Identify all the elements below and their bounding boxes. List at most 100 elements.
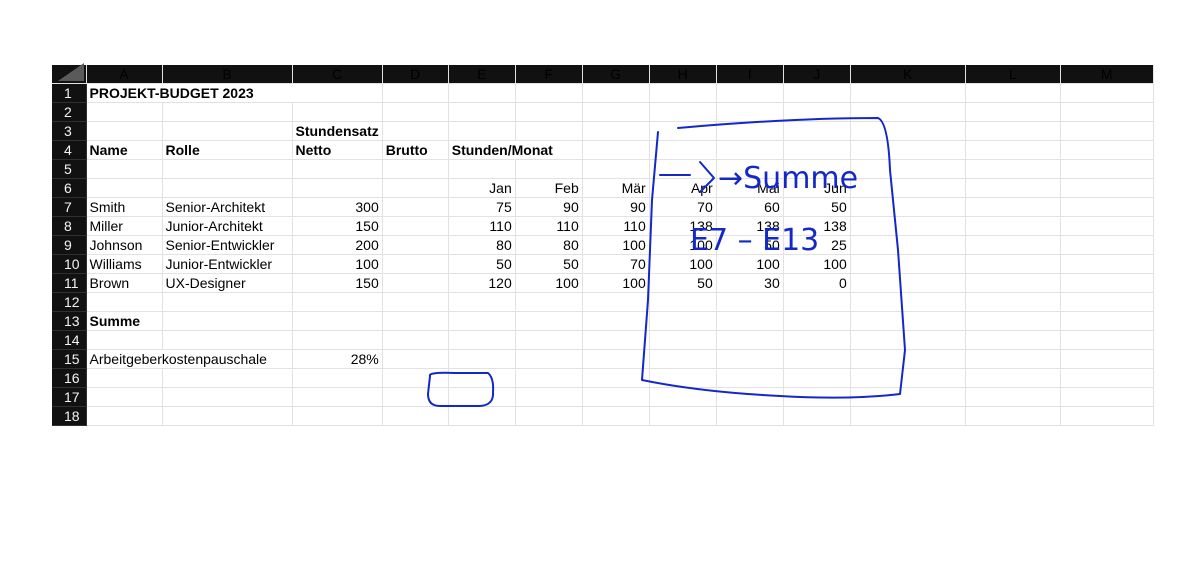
cell-h1[interactable] [649,83,717,103]
cell-d5[interactable] [382,159,449,179]
cell-h18[interactable] [649,406,717,426]
cell-a15-pauschale-label[interactable]: Arbeitgeberkostenpauschale [86,349,293,369]
cell-d13[interactable] [382,311,449,331]
cell-f14[interactable] [515,330,583,350]
cell-e7-hours[interactable]: 75 [448,197,516,217]
column-header-d[interactable]: D [382,65,449,84]
cell-l17[interactable] [965,387,1061,407]
cell-d17[interactable] [382,387,449,407]
cell-k2[interactable] [850,102,966,122]
cell-j8-hours[interactable]: 138 [783,216,851,236]
cell-k9[interactable] [850,235,966,255]
cell-d14[interactable] [382,330,449,350]
cell-e17[interactable] [448,387,516,407]
cell-a9-name[interactable]: Johnson [86,235,163,255]
row-header-15[interactable]: 15 [52,349,87,369]
cell-e14[interactable] [448,330,516,350]
cell-f10-hours[interactable]: 50 [515,254,583,274]
cell-a7-name[interactable]: Smith [86,197,163,217]
cell-l15[interactable] [965,349,1061,369]
cell-l10[interactable] [965,254,1061,274]
cell-g18[interactable] [582,406,650,426]
row-header-7[interactable]: 7 [52,197,87,217]
cell-g17[interactable] [582,387,650,407]
cell-j6-month[interactable]: Jun [783,178,851,198]
cell-g11-hours[interactable]: 100 [582,273,650,293]
row-header-3[interactable]: 3 [52,121,87,141]
cell-l1[interactable] [965,83,1061,103]
cell-l2[interactable] [965,102,1061,122]
cell-j7-hours[interactable]: 50 [783,197,851,217]
cell-i8-hours[interactable]: 138 [716,216,784,236]
cell-f6-month[interactable]: Feb [515,178,583,198]
cell-i9-hours[interactable]: 50 [716,235,784,255]
cell-b14[interactable] [162,330,293,350]
cell-a10-name[interactable]: Williams [86,254,163,274]
cell-c9-rate[interactable]: 200 [292,235,383,255]
cell-b8-role[interactable]: Junior-Architekt [162,216,293,236]
cell-m18[interactable] [1060,406,1154,426]
cell-g5[interactable] [582,159,650,179]
cell-l6[interactable] [965,178,1061,198]
cell-l16[interactable] [965,368,1061,388]
cell-a6[interactable] [86,178,163,198]
cell-i7-hours[interactable]: 60 [716,197,784,217]
cell-l18[interactable] [965,406,1061,426]
cell-m13[interactable] [1060,311,1154,331]
cell-d10[interactable] [382,254,449,274]
column-header-a[interactable]: A [86,65,163,84]
cell-l14[interactable] [965,330,1061,350]
cell-d9[interactable] [382,235,449,255]
column-header-h[interactable]: H [649,65,717,84]
cell-i6-month[interactable]: Mai [716,178,784,198]
cell-j17[interactable] [783,387,851,407]
cell-h3[interactable] [649,121,717,141]
cell-e11-hours[interactable]: 120 [448,273,516,293]
column-header-b[interactable]: B [162,65,293,84]
cell-b17[interactable] [162,387,293,407]
cell-m5[interactable] [1060,159,1154,179]
cell-m10[interactable] [1060,254,1154,274]
cell-m1[interactable] [1060,83,1154,103]
cell-e1[interactable] [448,83,516,103]
cell-k16[interactable] [850,368,966,388]
cell-a16[interactable] [86,368,163,388]
cell-i2[interactable] [716,102,784,122]
cell-f12[interactable] [515,292,583,312]
cell-d8[interactable] [382,216,449,236]
cell-k12[interactable] [850,292,966,312]
cell-f1[interactable] [515,83,583,103]
cell-h2[interactable] [649,102,717,122]
cell-b2[interactable] [162,102,293,122]
row-header-10[interactable]: 10 [52,254,87,274]
cell-e13-sum-target[interactable] [448,311,516,331]
cell-c15-pauschale-value[interactable]: 28% [292,349,383,369]
cell-l11[interactable] [965,273,1061,293]
cell-m8[interactable] [1060,216,1154,236]
cell-m11[interactable] [1060,273,1154,293]
cell-j2[interactable] [783,102,851,122]
cell-i11-hours[interactable]: 30 [716,273,784,293]
cell-j12[interactable] [783,292,851,312]
cell-j16[interactable] [783,368,851,388]
cell-d7[interactable] [382,197,449,217]
cell-k5[interactable] [850,159,966,179]
cell-g12[interactable] [582,292,650,312]
cell-g8-hours[interactable]: 110 [582,216,650,236]
cell-a3[interactable] [86,121,163,141]
cell-e3[interactable] [448,121,516,141]
cell-f11-hours[interactable]: 100 [515,273,583,293]
cell-m12[interactable] [1060,292,1154,312]
cell-b4-rolle-header[interactable]: Rolle [162,140,293,160]
cell-k8[interactable] [850,216,966,236]
cell-g2[interactable] [582,102,650,122]
row-header-9[interactable]: 9 [52,235,87,255]
cell-m6[interactable] [1060,178,1154,198]
cell-d6[interactable] [382,178,449,198]
cell-k3[interactable] [850,121,966,141]
cell-l12[interactable] [965,292,1061,312]
cell-i5[interactable] [716,159,784,179]
cell-m15[interactable] [1060,349,1154,369]
cell-d12[interactable] [382,292,449,312]
cell-c12[interactable] [292,292,383,312]
